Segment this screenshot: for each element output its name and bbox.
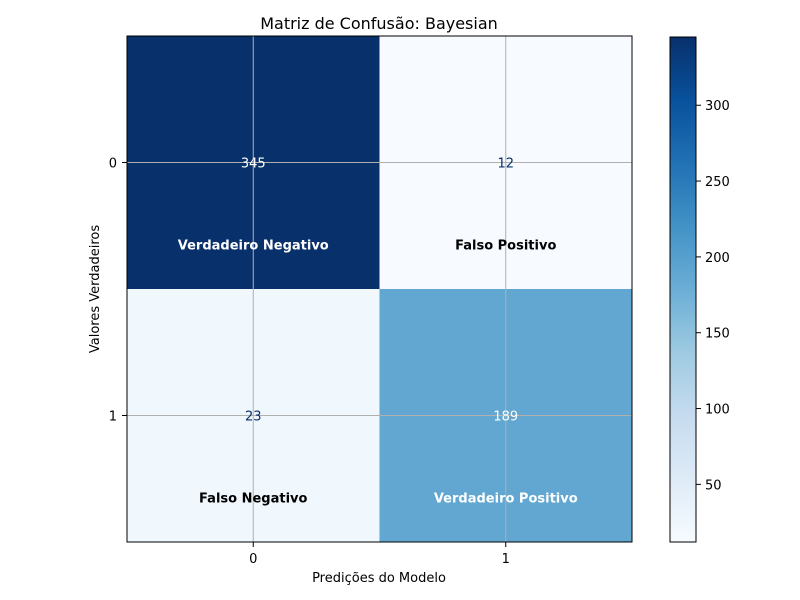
cell-label-1-1: Verdadeiro Positivo	[434, 492, 578, 507]
cell-label-0-1: Falso Positivo	[455, 239, 556, 254]
colorbar-tick-label-1: 100	[705, 403, 730, 418]
y-axis-ticks: 01	[109, 157, 127, 425]
plot-frame	[126, 35, 633, 543]
chart-title: Matriz de Confusão: Bayesian	[260, 14, 498, 33]
cell-value-1-0: 23	[245, 410, 262, 425]
x-tick-label-1: 1	[502, 552, 510, 567]
colorbar-tick-label-5: 300	[705, 99, 730, 114]
colorbar	[669, 36, 697, 543]
cell-label-0-0: Verdadeiro Negativo	[178, 239, 329, 254]
y-axis-label: Valores Verdadeiros	[88, 225, 103, 353]
y-tick-label-1: 1	[109, 410, 117, 425]
cell-annotations: 345 Verdadeiro Negativo 12 Falso Positivo 23…	[178, 157, 578, 507]
grid-lines	[127, 36, 632, 542]
cell-label-1-0: Falso Negativo	[199, 492, 307, 507]
colorbar-tick-label-4: 250	[705, 175, 730, 190]
heatmap-cells	[127, 36, 632, 542]
x-tick-label-0: 0	[249, 552, 257, 567]
x-axis-label: Predições do Modelo	[312, 571, 446, 586]
cell-value-0-0: 345	[241, 157, 266, 172]
colorbar-tick-label-0: 50	[705, 478, 722, 493]
cell-value-1-1: 189	[493, 410, 518, 425]
colorbar-tick-label-2: 150	[705, 327, 730, 342]
cell-value-0-1: 12	[497, 157, 514, 172]
colorbar-ticks: 50 100 150 200 250 300	[696, 99, 730, 493]
y-tick-label-0: 0	[109, 157, 117, 172]
colorbar-tick-label-3: 200	[705, 251, 730, 266]
